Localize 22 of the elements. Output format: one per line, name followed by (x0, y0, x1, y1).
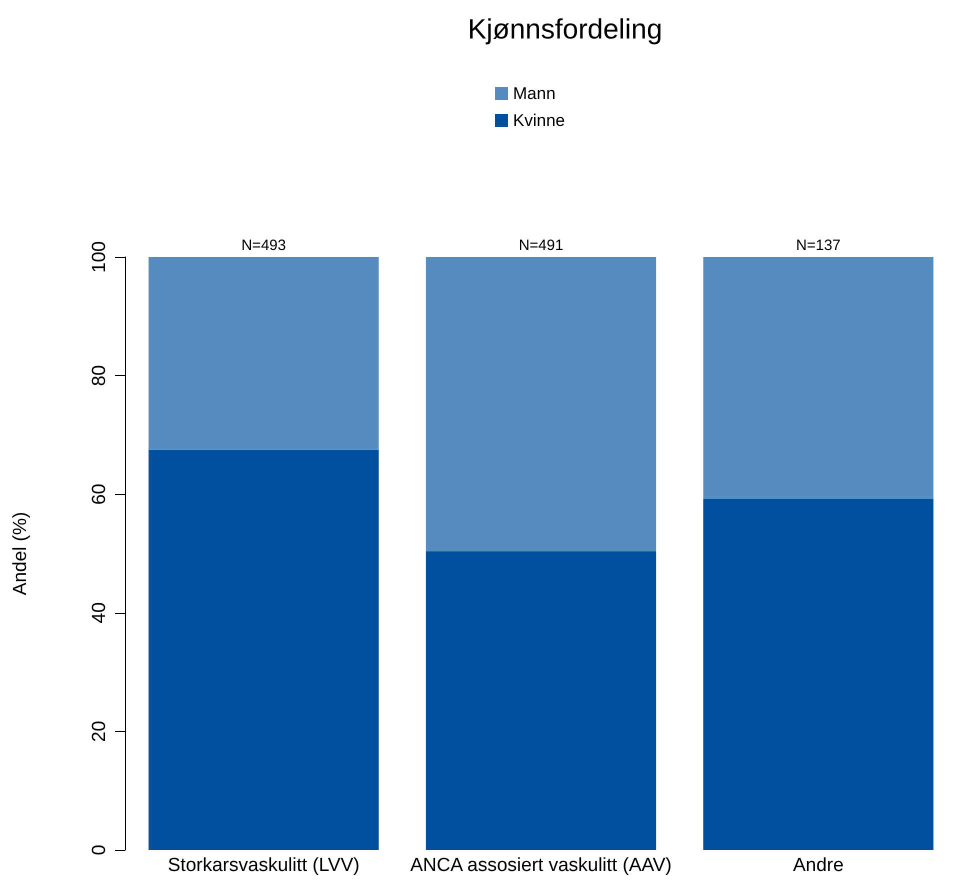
legend-label: Kvinne (513, 111, 565, 130)
bar (426, 551, 656, 850)
y-tick-label: 40 (89, 602, 110, 624)
legend-label: Mann (513, 84, 556, 103)
annotation: N=491 (518, 237, 564, 254)
bar (703, 498, 934, 850)
chart-title: Kjønnsfordeling (468, 14, 662, 44)
bar (426, 257, 656, 552)
bar (703, 257, 934, 499)
x-tick-label: ANCA assosiert vaskulitt (AAV) (410, 855, 672, 876)
y-tick-label: 20 (89, 720, 110, 742)
x-tick-label: Storkarsvaskulitt (LVV) (168, 855, 360, 876)
bar (148, 257, 379, 450)
bar (148, 450, 379, 850)
y-tick-label: 100 (89, 241, 110, 273)
x-tick-label: Andre (792, 855, 844, 876)
y-tick-label: 60 (89, 484, 110, 505)
y-tick-label: 0 (89, 844, 110, 856)
annotation: N=137 (796, 237, 841, 254)
annotation: N=493 (241, 237, 286, 254)
y-tick-label: 80 (89, 365, 110, 386)
y-axis-title: Andel (%) (10, 512, 31, 596)
